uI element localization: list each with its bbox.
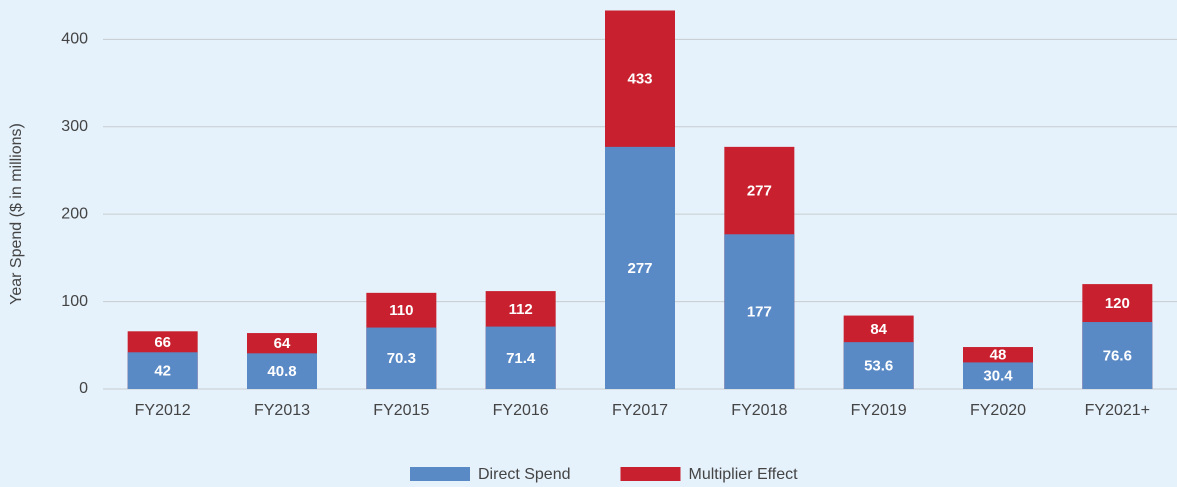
bar xyxy=(843,342,914,389)
y-tick-label: 100 xyxy=(61,293,88,310)
data-label: 277 xyxy=(627,260,652,277)
data-label: 277 xyxy=(747,183,772,200)
y-axis-label: Year Spend ($ in millions) xyxy=(8,123,25,305)
bar xyxy=(605,146,675,389)
data-label: 110 xyxy=(389,302,413,319)
data-label: 177 xyxy=(747,304,772,321)
bar xyxy=(247,353,317,389)
legend-label: Direct Spend xyxy=(478,466,571,483)
y-tick-label: 300 xyxy=(61,118,88,135)
bar xyxy=(963,362,1033,389)
x-tick-label: FY2019 xyxy=(851,402,907,419)
data-label: 76.6 xyxy=(1103,347,1132,364)
x-tick-label: FY2020 xyxy=(970,402,1026,419)
data-label: 70.3 xyxy=(387,350,416,367)
data-label: 30.4 xyxy=(983,368,1013,385)
y-tick-label: 400 xyxy=(61,31,88,48)
data-label: 120 xyxy=(1105,295,1130,312)
bar xyxy=(366,327,437,389)
legend-label: Multiplier Effect xyxy=(689,466,799,483)
bar xyxy=(485,326,556,389)
bar xyxy=(724,234,795,389)
x-tick-label: FY2013 xyxy=(254,402,310,419)
x-tick-label: FY2016 xyxy=(493,402,549,419)
data-label: 42 xyxy=(154,363,171,380)
data-label: 64 xyxy=(274,335,291,352)
data-label: 84 xyxy=(870,321,887,338)
x-tick-label: FY2012 xyxy=(135,402,191,419)
data-label: 53.6 xyxy=(864,358,893,375)
y-tick-label: 200 xyxy=(61,205,88,222)
x-tick-label: FY2017 xyxy=(612,402,668,419)
data-label: 112 xyxy=(509,301,533,318)
legend-swatch xyxy=(620,467,681,481)
bar xyxy=(127,352,198,389)
data-label: 71.4 xyxy=(506,350,536,367)
data-label: 433 xyxy=(627,71,652,88)
x-tick-label: FY2021+ xyxy=(1085,402,1150,419)
bar xyxy=(1082,322,1153,389)
y-tick-label: 0 xyxy=(79,380,88,397)
data-label: 66 xyxy=(154,334,171,351)
x-tick-label: FY2015 xyxy=(373,402,429,419)
x-tick-label: FY2018 xyxy=(731,402,787,419)
data-label: 48 xyxy=(990,347,1007,364)
data-label: 40.8 xyxy=(267,363,296,380)
legend-swatch xyxy=(410,467,470,481)
